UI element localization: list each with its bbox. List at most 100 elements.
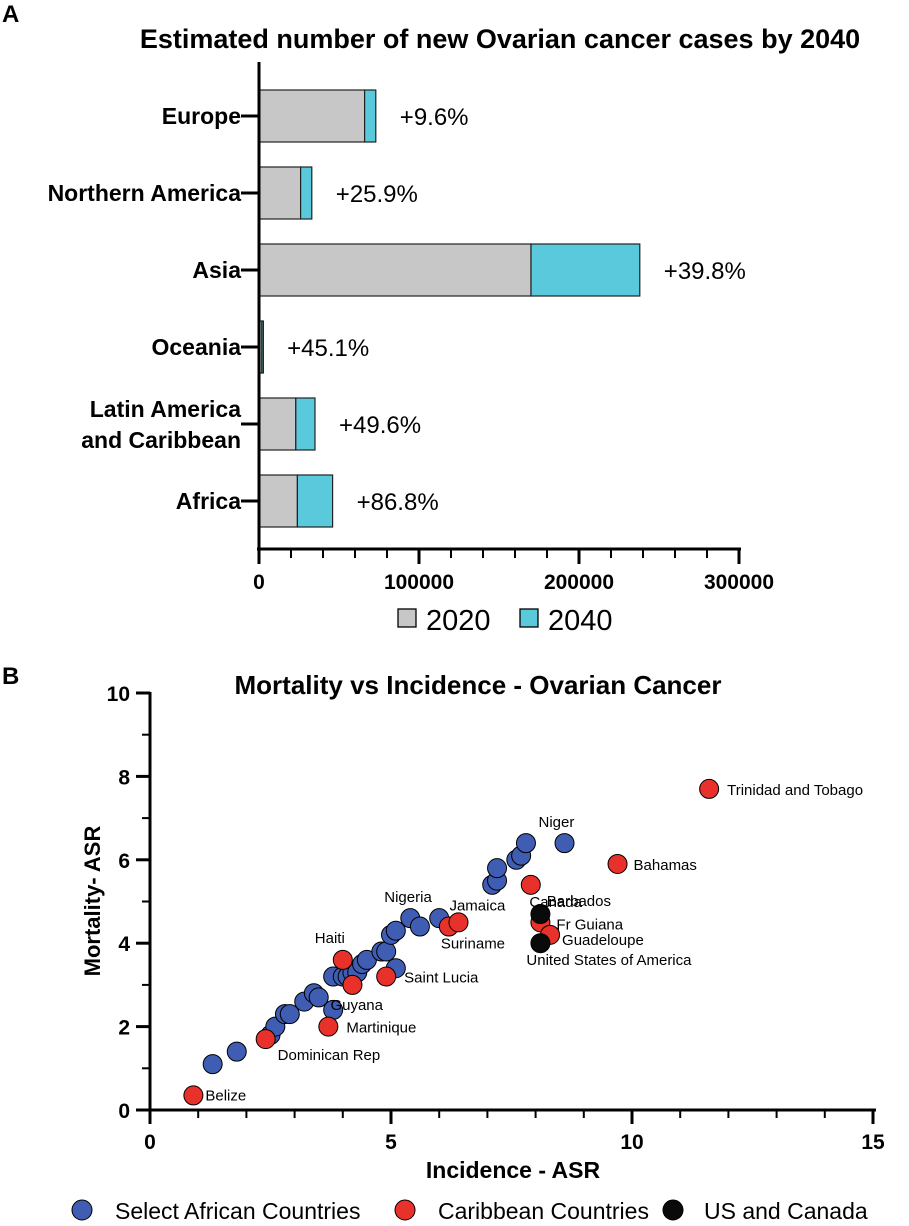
scatter-point-36 bbox=[376, 966, 397, 987]
scatter-point-46 bbox=[530, 933, 551, 954]
scatter-point-21 bbox=[385, 920, 406, 941]
scatter-point-label-45: Canada bbox=[529, 894, 582, 911]
legend-marker-caribbean bbox=[394, 1199, 416, 1221]
scatter-point-label-41: Fr Guiana bbox=[556, 916, 623, 933]
bar-category-label-4-0: Latin America bbox=[90, 396, 241, 422]
bar-x-tick-label-0: 0 bbox=[253, 571, 265, 594]
bar-x-tick-label-2: 200000 bbox=[544, 571, 614, 594]
scatter-point-label-44: Trinidad and Tobago bbox=[727, 782, 863, 799]
bar-category-label-0-0: Europe bbox=[162, 103, 241, 129]
bar-2020-5 bbox=[258, 474, 299, 528]
scatter-y-tick-label-0: 0 bbox=[118, 1100, 130, 1123]
scatter-title: Mortality vs Incidence - Ovarian Cancer bbox=[235, 670, 722, 700]
legend-label-2040: 2040 bbox=[548, 605, 613, 637]
bar-x-tick-label-3: 300000 bbox=[704, 571, 774, 594]
scatter-point-label-35: Guyana bbox=[330, 997, 383, 1014]
panel-b-letter: B bbox=[2, 663, 19, 690]
bar-y-ticks bbox=[241, 114, 259, 503]
scatter-point-37 bbox=[332, 949, 353, 970]
scatter-y-tick-label-2: 4 bbox=[118, 933, 130, 956]
scatter-y-tick-label-1: 2 bbox=[118, 1017, 130, 1040]
bar-2020-2 bbox=[258, 243, 532, 297]
bar-growth-labels: +9.6% +25.9% +39.8% +45.1% +49.6% +86.8% bbox=[287, 104, 746, 516]
legend-swatch-2020 bbox=[397, 608, 417, 628]
scatter-points bbox=[183, 778, 720, 1106]
scatter-point-label-36: Saint Lucia bbox=[404, 970, 479, 987]
growth-label-1: +25.9% bbox=[336, 181, 418, 208]
panel-b: B Mortality vs Incidence - Ovarian Cance… bbox=[2, 663, 885, 1224]
growth-label-0: +9.6% bbox=[400, 104, 469, 131]
bar-2040-4 bbox=[295, 397, 316, 451]
legend-label-2020: 2020 bbox=[426, 605, 491, 637]
scatter-x-tick-label-3: 15 bbox=[861, 1131, 885, 1154]
panel-a: A Estimated number of new Ovarian cancer… bbox=[2, 1, 860, 637]
growth-label-3: +45.1% bbox=[287, 335, 369, 362]
bar-category-label-5-0: Africa bbox=[176, 488, 241, 514]
bar-x-ticks: 0 100000 200000 300000 bbox=[253, 549, 774, 594]
scatter-y-label: Mortality- ASR bbox=[80, 826, 105, 977]
bar-category-label-2-0: Asia bbox=[192, 257, 241, 283]
scatter-point-30 bbox=[515, 833, 536, 854]
bar-category-labels: Europe Northern America Asia Oceania Latin A… bbox=[48, 103, 242, 514]
scatter-point-label-32: Belize bbox=[205, 1087, 246, 1104]
scatter-point-45 bbox=[530, 904, 551, 925]
bar-category-label-4-1: and Caribbean bbox=[81, 427, 241, 453]
scatter-point-label-22: Nigeria bbox=[384, 889, 432, 906]
scatter-point-5 bbox=[279, 1004, 300, 1025]
scatter-point-44 bbox=[699, 778, 720, 799]
bar-2040-3 bbox=[261, 320, 264, 374]
scatter-point-8 bbox=[308, 987, 329, 1008]
scatter-point-label-38: Suriname bbox=[441, 936, 505, 953]
scatter-point-label-34: Martinique bbox=[346, 1020, 416, 1037]
scatter-y-ticks: 0 2 4 6 8 10 bbox=[107, 683, 150, 1123]
legend-marker-us-canada bbox=[662, 1199, 684, 1221]
scatter-x-label: Incidence - ASR bbox=[426, 1157, 601, 1183]
scatter-point-label-33: Dominican Rep bbox=[278, 1047, 381, 1064]
growth-label-2: +39.8% bbox=[664, 258, 746, 285]
scatter-point-1 bbox=[226, 1041, 247, 1062]
bar-category-label-1-0: Northern America bbox=[48, 180, 242, 206]
scatter-point-label-42: Guadeloupe bbox=[562, 932, 644, 949]
growth-label-4: +49.6% bbox=[339, 412, 421, 439]
scatter-y-tick-label-4: 8 bbox=[118, 766, 130, 789]
scatter-point-35 bbox=[342, 974, 363, 995]
bar-series bbox=[258, 89, 641, 528]
scatter-point-label-31: Niger bbox=[539, 814, 575, 831]
scatter-point-label-46: United States of America bbox=[526, 952, 692, 969]
legend-marker-african bbox=[71, 1199, 93, 1221]
scatter-point-labels: Nigeria Niger Belize Dominican Rep Martiniqu… bbox=[205, 782, 863, 1104]
scatter-point-40 bbox=[520, 874, 541, 895]
legend-label-us-canada: US and Canada bbox=[704, 1198, 868, 1221]
scatter-legend: Select African Countries Caribbean Count… bbox=[71, 1198, 868, 1224]
bar-2040-0 bbox=[364, 89, 377, 143]
bar-2020-1 bbox=[258, 166, 302, 220]
scatter-point-label-43: Bahamas bbox=[634, 857, 697, 874]
scatter-y-tick-label-3: 6 bbox=[118, 850, 130, 873]
scatter-point-39 bbox=[448, 912, 469, 933]
scatter-x-ticks: 0 5 10 15 bbox=[144, 1110, 885, 1154]
bar-2020-0 bbox=[258, 89, 366, 143]
panel-a-letter: A bbox=[2, 1, 19, 28]
scatter-point-label-37: Haiti bbox=[315, 930, 345, 947]
scatter-point-23 bbox=[409, 916, 430, 937]
scatter-x-tick-label-1: 5 bbox=[385, 1131, 397, 1154]
scatter-point-33 bbox=[255, 1029, 276, 1050]
scatter-point-43 bbox=[607, 853, 628, 874]
legend-label-african: Select African Countries bbox=[115, 1198, 360, 1221]
scatter-x-tick-label-2: 10 bbox=[620, 1131, 643, 1154]
scatter-point-34 bbox=[318, 1016, 339, 1037]
scatter-y-tick-label-5: 10 bbox=[107, 683, 130, 706]
legend-swatch-2040 bbox=[519, 608, 539, 628]
scatter-point-18 bbox=[376, 941, 397, 962]
bar-category-label-3-0: Oceania bbox=[152, 334, 242, 360]
scatter-point-31 bbox=[554, 833, 575, 854]
scatter-point-27 bbox=[487, 858, 508, 879]
scatter-point-0 bbox=[202, 1054, 223, 1075]
bar-2020-4 bbox=[258, 397, 297, 451]
bar-2040-5 bbox=[296, 474, 334, 528]
bar-2040-1 bbox=[300, 166, 313, 220]
bar-x-tick-label-1: 100000 bbox=[384, 571, 454, 594]
bar-chart-title: Estimated number of new Ovarian cancer c… bbox=[140, 24, 860, 54]
bar-2040-2 bbox=[530, 243, 641, 297]
